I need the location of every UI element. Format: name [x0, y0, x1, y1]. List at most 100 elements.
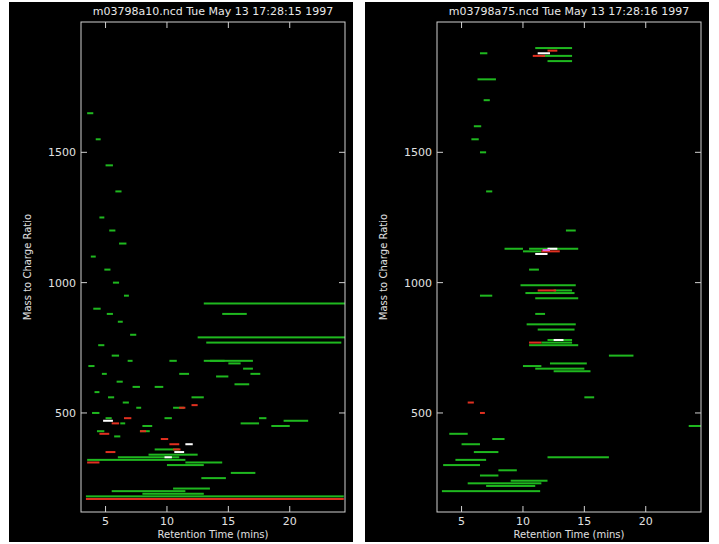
feature-streak — [505, 248, 523, 250]
feature-streak — [250, 373, 260, 375]
x-tick — [584, 506, 585, 512]
feature-streak — [443, 464, 480, 466]
feature-streak — [228, 362, 240, 364]
marks — [86, 112, 345, 500]
feature-streak — [478, 78, 496, 80]
x-tick-top — [461, 22, 462, 28]
x-tick-top — [289, 22, 290, 28]
y-tick — [437, 412, 443, 413]
feature-streak — [155, 386, 164, 388]
feature-streak — [259, 417, 266, 419]
feature-streak — [97, 430, 104, 432]
feature-streak — [486, 190, 492, 192]
feature-streak — [480, 412, 485, 414]
feature-streak — [112, 355, 119, 357]
feature-streak — [99, 216, 104, 218]
feature-streak — [566, 230, 576, 232]
x-tick-label: 5 — [458, 515, 465, 528]
x-axis-title: Retention Time (mins) — [514, 529, 625, 540]
feature-streak — [169, 443, 179, 445]
feature-streak — [520, 284, 575, 286]
plot-frame — [437, 22, 701, 512]
marks — [442, 47, 701, 492]
feature-streak — [474, 125, 481, 127]
feature-streak — [123, 402, 129, 404]
feature-streak — [87, 112, 93, 114]
feature-streak — [136, 407, 141, 409]
feature-streak — [204, 302, 345, 304]
figure: m03798a10.ncd Tue May 13 17:28:15 1997 5 1… — [0, 0, 719, 544]
feature-streak — [554, 370, 591, 372]
x-tick — [522, 506, 523, 512]
feature-streak — [609, 355, 634, 357]
feature-streak — [511, 480, 548, 482]
feature-streak — [535, 253, 547, 255]
feature-streak — [92, 412, 99, 414]
feature-streak — [480, 295, 492, 297]
feature-streak — [204, 360, 253, 362]
y-tick-right — [339, 282, 345, 283]
feature-streak — [164, 417, 171, 419]
feature-streak — [179, 407, 185, 409]
x-tick-label: 20 — [639, 515, 653, 528]
feature-streak — [474, 451, 499, 453]
feature-streak — [140, 430, 150, 432]
feature-streak — [173, 448, 180, 450]
feature-streak — [115, 190, 121, 192]
y-tick — [81, 152, 87, 153]
feature-streak — [538, 289, 556, 291]
feature-streak — [538, 329, 575, 331]
feature-streak — [185, 461, 222, 463]
feature-streak — [480, 151, 486, 153]
feature-streak — [455, 459, 486, 461]
feature-streak — [118, 456, 179, 458]
x-tick-label: 20 — [283, 515, 297, 528]
x-tick — [461, 506, 462, 512]
feature-streak — [86, 498, 344, 500]
x-tick — [289, 506, 290, 512]
feature-streak — [93, 308, 100, 310]
feature-streak — [86, 495, 344, 497]
x-tick-label: 15 — [221, 515, 235, 528]
feature-streak — [179, 373, 189, 375]
y-tick-label: 500 — [411, 407, 432, 420]
panel: m03798a10.ncd Tue May 13 17:28:15 199751… — [9, 2, 353, 542]
y-tick-label: 1000 — [404, 277, 432, 290]
feature-streak — [173, 488, 210, 490]
feature-streak — [140, 430, 146, 432]
y-tick-right — [695, 282, 701, 283]
feature-streak — [548, 456, 609, 458]
feature-streak — [192, 404, 198, 406]
feature-streak — [527, 323, 576, 325]
x-tick-top — [584, 22, 585, 28]
feature-streak — [548, 339, 573, 341]
y-tick-label: 1000 — [48, 277, 76, 290]
feature-streak — [174, 451, 184, 453]
feature-streak — [114, 435, 120, 437]
feature-streak — [119, 243, 126, 245]
feature-streak — [113, 282, 119, 284]
panel-background — [9, 2, 353, 542]
feature-streak — [548, 50, 558, 52]
feature-streak — [130, 334, 136, 336]
y-tick-right — [339, 412, 345, 413]
panel-background — [365, 2, 709, 542]
feature-streak — [128, 360, 133, 362]
x-tick — [228, 506, 229, 512]
feature-streak — [533, 55, 545, 57]
chart-title: m03798a10.ncd Tue May 13 17:28:15 1997 — [93, 5, 333, 18]
feature-streak — [108, 396, 114, 398]
feature-streak — [169, 360, 176, 362]
feature-streak — [96, 138, 101, 140]
x-tick-top — [522, 22, 523, 28]
feature-streak — [535, 47, 572, 49]
feature-streak — [231, 472, 256, 474]
feature-streak — [541, 342, 572, 344]
feature-streak — [99, 433, 109, 435]
feature-streak — [486, 485, 535, 487]
feature-streak — [118, 321, 123, 323]
feature-streak — [535, 297, 578, 299]
feature-streak — [234, 383, 249, 385]
feature-streak — [142, 493, 203, 495]
feature-streak — [529, 344, 578, 346]
